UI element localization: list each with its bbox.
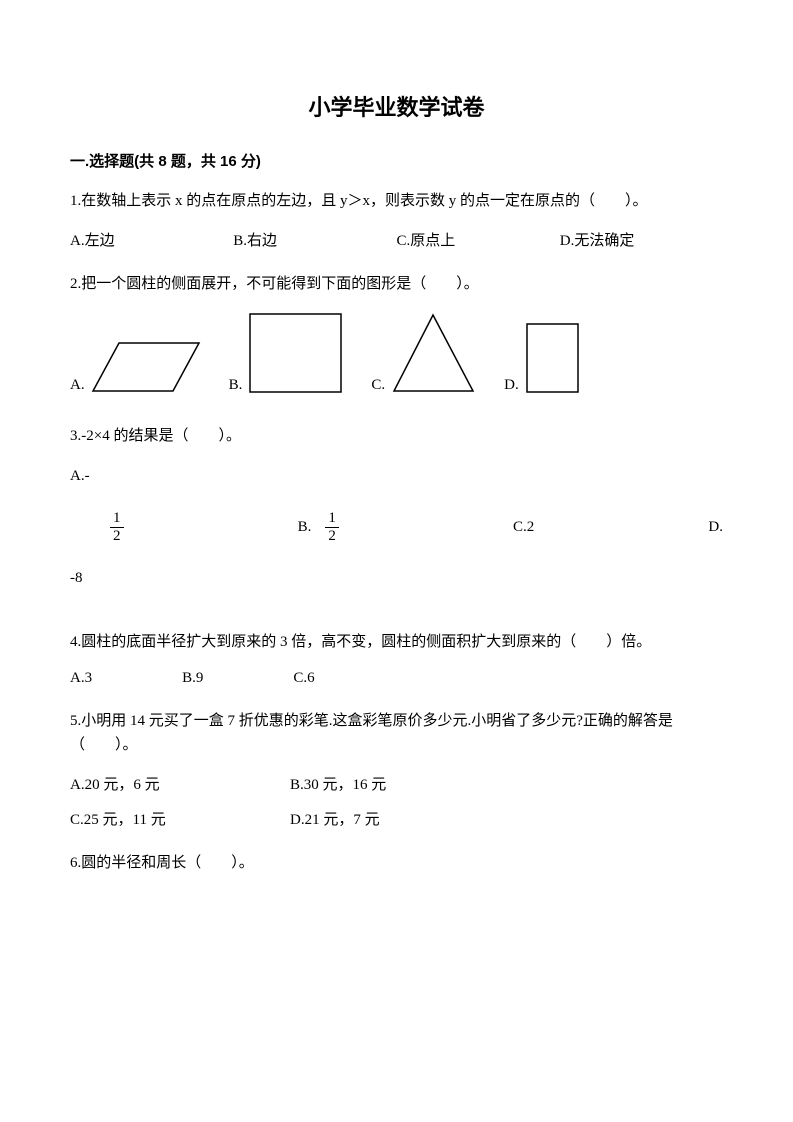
square-icon [248, 312, 343, 394]
question-4-text: 4.圆柱的底面半径扩大到原来的 3 倍，高不变，圆柱的侧面积扩大到原来的（ ）倍… [70, 630, 723, 654]
q3-option-d-tail: -8 [70, 566, 723, 590]
exam-page: 小学毕业数学试卷 一.选择题(共 8 题，共 16 分) 1.在数轴上表示 x … [0, 0, 793, 1122]
q3-option-c: C.2 [513, 519, 534, 536]
q3-option-d: D. [708, 519, 723, 536]
question-1-text: 1.在数轴上表示 x 的点在原点的左边，且 y＞x，则表示数 y 的点一定在原点… [70, 189, 723, 213]
question-3-options: 1 2 B. 1 2 C.2 D. [70, 510, 723, 544]
page-title: 小学毕业数学试卷 [70, 90, 723, 122]
q5-option-d: D.21 元，7 元 [290, 808, 510, 829]
q5-option-a: A.20 元，6 元 [70, 773, 290, 794]
q2-option-a-label: A. [70, 377, 85, 394]
question-3-text: 3.-2×4 的结果是（ ）。 [70, 424, 723, 448]
section-header: 一.选择题(共 8 题，共 16 分) [70, 150, 723, 171]
q1-option-b: B.右边 [233, 229, 396, 250]
q3-option-a-fraction: 1 2 [110, 510, 124, 544]
q2-option-d: D. [504, 322, 580, 394]
parallelogram-icon [91, 339, 201, 394]
question-5-text: 5.小明用 14 元买了一盒 7 折优惠的彩笔.这盒彩笔原价多少元.小明省了多少… [70, 709, 723, 757]
question-6-text: 6.圆的半径和周长（ ）。 [70, 851, 723, 875]
q3-option-b-label: B. [298, 519, 312, 536]
question-5-options: A.20 元，6 元 B.30 元，16 元 C.25 元，11 元 D.21 … [70, 773, 723, 829]
q3-option-a-prefix: A.- [70, 464, 723, 488]
q2-option-c-label: C. [371, 377, 385, 394]
q3-a-numerator: 1 [110, 510, 124, 528]
q1-option-d: D.无法确定 [560, 229, 723, 250]
rectangle-icon [525, 322, 580, 394]
q2-option-d-label: D. [504, 377, 519, 394]
question-4-options: A.3 B.9 C.6 [70, 670, 723, 687]
question-2-options: A. B. C. D. [70, 312, 723, 394]
q2-option-c: C. [371, 312, 476, 394]
q3-option-b-fraction: 1 2 [325, 510, 339, 544]
q4-option-c: C.6 [293, 670, 314, 687]
question-2-text: 2.把一个圆柱的侧面展开，不可能得到下面的图形是（ ）。 [70, 272, 723, 296]
triangle-icon [391, 312, 476, 394]
q1-option-a: A.左边 [70, 229, 233, 250]
q4-option-b: B.9 [182, 670, 203, 687]
question-1-options: A.左边 B.右边 C.原点上 D.无法确定 [70, 229, 723, 250]
q5-option-b: B.30 元，16 元 [290, 773, 510, 794]
q2-option-b: B. [229, 312, 344, 394]
q3-b-denominator: 2 [325, 528, 339, 545]
q1-option-c: C.原点上 [397, 229, 560, 250]
q3-b-numerator: 1 [325, 510, 339, 528]
q4-option-a: A.3 [70, 670, 92, 687]
q5-option-c: C.25 元，11 元 [70, 808, 290, 829]
q2-option-a: A. [70, 339, 201, 394]
q3-a-denominator: 2 [110, 528, 124, 545]
q2-option-b-label: B. [229, 377, 243, 394]
